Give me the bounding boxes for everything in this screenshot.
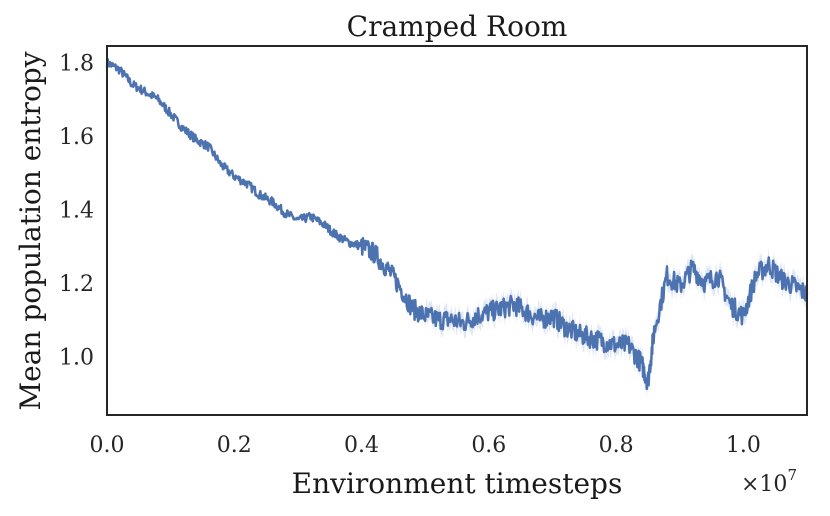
y-tick-label: 1.4 bbox=[59, 198, 94, 223]
confidence-band-layer bbox=[107, 57, 807, 399]
plot-frame bbox=[106, 45, 808, 416]
x-tick-label: 0.8 bbox=[599, 433, 634, 458]
series-line bbox=[105, 57, 809, 391]
x-axis-label: Environment timesteps bbox=[292, 467, 623, 500]
x-tick-label: 0.2 bbox=[217, 433, 252, 458]
y-tick-label: 1.0 bbox=[59, 345, 94, 370]
confidence-band bbox=[107, 57, 807, 399]
y-tick-label: 1.6 bbox=[59, 125, 94, 150]
y-tick-label: 1.8 bbox=[59, 52, 94, 77]
x-tick-label: 0.6 bbox=[471, 433, 506, 458]
x-tick-label: 1.0 bbox=[726, 433, 761, 458]
y-tick-label: 1.2 bbox=[59, 272, 94, 297]
x-axis-multiplier-base: ×10 bbox=[741, 472, 787, 497]
x-tick-label: 0.0 bbox=[90, 433, 125, 458]
chart-title: Cramped Room bbox=[347, 10, 568, 43]
series-line-layer bbox=[105, 57, 809, 391]
x-tick-label: 0.4 bbox=[344, 433, 379, 458]
y-axis-label: Mean population entropy bbox=[14, 51, 47, 410]
x-tick-labels: 0.0 0.2 0.4 0.6 0.8 1.0 bbox=[90, 433, 761, 458]
x-axis-multiplier: ×107 bbox=[741, 466, 797, 497]
x-axis-multiplier-exponent: 7 bbox=[787, 466, 797, 484]
y-tick-labels: 1.0 1.2 1.4 1.6 1.8 bbox=[59, 52, 94, 371]
